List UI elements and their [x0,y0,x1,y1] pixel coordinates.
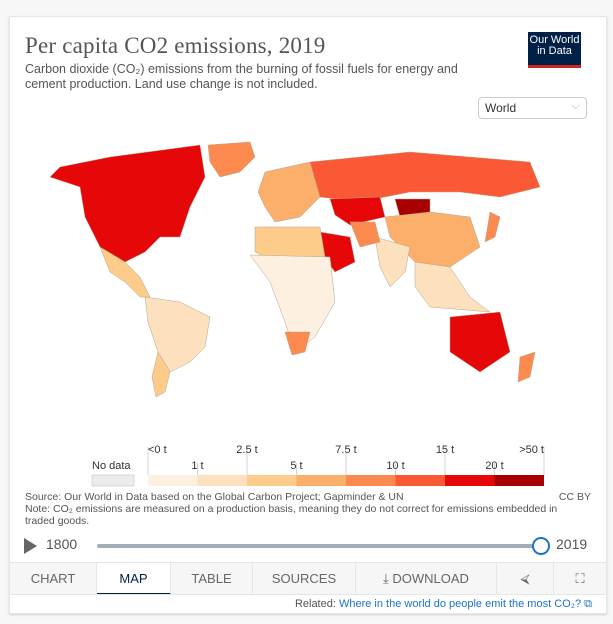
map-region[interactable] [49,144,206,263]
legend-bin[interactable] [395,475,446,486]
note-text: Note: CO₂ emissions are measured on a pr… [25,503,558,527]
page-title: Per capita CO2 emissions, 2019 [25,33,326,58]
region-select-value: World [485,101,517,115]
legend-label: >50 t [519,444,544,456]
map-region[interactable] [484,211,501,243]
legend-label: 7.5 t [335,444,356,456]
timeline-handle[interactable] [532,537,550,555]
tab-download[interactable]: ⤓ DOWNLOAD [356,563,497,595]
related-bar: Related: Where in the world do people em… [10,594,606,613]
tab-sources[interactable]: SOURCES [253,563,356,595]
timeline-start-year: 1800 [46,536,78,552]
map-region[interactable] [449,311,511,373]
legend-no-data-swatch [91,474,135,487]
legend-no-data-label: No data [92,460,131,472]
legend-bin[interactable] [296,475,347,486]
map-region[interactable] [414,261,491,313]
legend-bin[interactable] [197,475,248,486]
license-label[interactable]: CC BY [558,491,591,503]
world-map[interactable] [30,137,590,397]
tab-bar: CHART MAP TABLE SOURCES ⤓ DOWNLOAD ⮘ ⛶ [10,562,606,595]
external-link-icon: ⧉ [584,598,592,610]
legend-bin[interactable] [148,475,198,486]
chevron-down-icon: ⌵ [571,100,580,112]
map-region[interactable] [349,221,381,248]
legend-bin[interactable] [494,475,545,486]
legend-bin[interactable] [346,475,396,486]
map-region[interactable] [144,296,211,373]
tab-map[interactable]: MAP [97,563,171,595]
timeline-track[interactable] [97,544,539,548]
logo-line2: in Data [537,45,572,57]
logo-line1: Our World [529,34,580,46]
map-region[interactable] [284,331,311,356]
legend-label: 20 t [485,460,503,472]
related-link[interactable]: Where in the world do people emit the mo… [338,598,582,610]
legend-label: 2.5 t [236,444,257,456]
map-region[interactable] [257,161,321,223]
legend-label: 10 t [386,460,404,472]
source-note: Source: Our World in Data based on the G… [25,491,585,527]
map-region[interactable] [374,236,411,288]
timeline-end-year: 2019 [556,536,588,552]
map-region[interactable] [517,351,536,383]
legend-label: 1 t [191,460,203,472]
fullscreen-icon: ⛶ [575,571,585,586]
timeline: 1800 2019 [10,534,606,558]
source-text: Source: Our World in Data based on the G… [25,491,404,503]
tab-table[interactable]: TABLE [171,563,253,595]
region-select[interactable]: World ⌵ [478,97,587,119]
related-prefix: Related: [294,598,339,610]
share-button[interactable]: ⮘ [497,563,554,595]
play-icon[interactable] [24,538,37,554]
legend-label: 15 t [436,444,454,456]
share-icon: ⮘ [520,571,530,586]
map-region[interactable] [207,141,256,178]
legend-bin[interactable] [247,475,297,486]
legend-label: <0 t [148,444,167,456]
subtitle: Carbon dioxide (CO₂) emissions from the … [25,62,458,91]
legend-bin[interactable] [445,475,495,486]
legend-label: 5 t [290,460,302,472]
chart-card: Per capita CO2 emissions, 2019 Carbon di… [9,16,607,614]
map-region[interactable] [309,151,541,203]
map-region[interactable] [329,196,386,226]
fullscreen-button[interactable]: ⛶ [554,563,606,595]
owid-logo[interactable]: Our World in Data [528,32,581,68]
map-region[interactable] [151,351,171,397]
tab-chart[interactable]: CHART [10,563,97,595]
legend: No data <0 t 1 t 2.5 t 5 t 7.5 t 10 t 15 t 20 t… [91,444,545,487]
